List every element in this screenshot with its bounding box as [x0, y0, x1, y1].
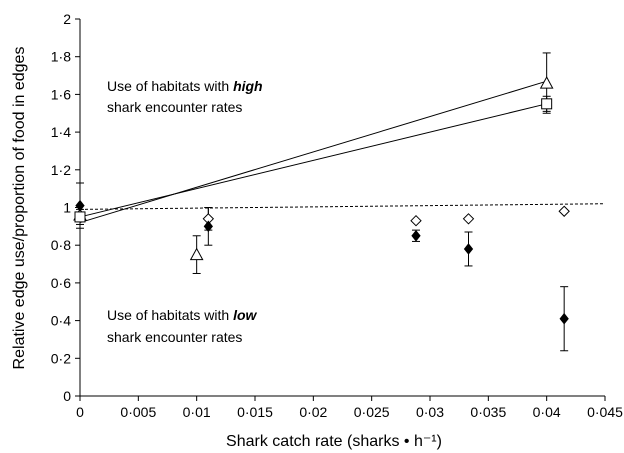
- y-tick-label: 0·6: [51, 275, 71, 291]
- data-point-diamond-open: [410, 214, 422, 227]
- annotation-high: Use of habitats with high shark encounte…: [107, 78, 263, 115]
- x-tick-label: 0·015: [237, 404, 273, 420]
- data-point-diamond-filled: [203, 220, 213, 233]
- fit-lines: [79, 80, 606, 224]
- y-tick-label: 1·4: [51, 124, 71, 140]
- x-tick-label: 0·03: [416, 404, 444, 420]
- y-tick-label: 0·4: [51, 313, 71, 329]
- y-tick-label: 0·8: [51, 237, 71, 253]
- y-tick-label: 1·2: [51, 162, 71, 178]
- annotation-high-line2: shark encounter rates: [107, 99, 242, 115]
- data-point-diamond-filled: [75, 199, 85, 212]
- x-ticks: 0 0·005 0·01 0·015 0·02 0·025 0·03 0·035 0·04 0·0…: [76, 396, 623, 420]
- data-point-triangle-open: [539, 76, 554, 89]
- y-tick-label: 1·6: [51, 86, 71, 102]
- y-ticks: 0 0·2 0·4 0·6 0·8 1 1·2 1·4 1·6 1·8 2: [51, 11, 80, 404]
- y-axis-title: Relative edge use/proportion of food in …: [11, 47, 28, 370]
- annotation-high-line1: Use of habitats with high: [107, 78, 263, 94]
- data-point-diamond-filled: [559, 312, 569, 325]
- x-tick-label: 0·035: [470, 404, 506, 420]
- x-tick-label: 0·02: [299, 404, 327, 420]
- x-tick-label: 0·025: [354, 404, 390, 420]
- y-tick-label: 0: [63, 388, 71, 404]
- x-axis-title: Shark catch rate (sharks • h⁻¹): [226, 433, 442, 450]
- annotation-low-line2: shark encounter rates: [107, 329, 242, 345]
- data-point-diamond-filled: [411, 229, 421, 242]
- y-tick-label: 1·8: [51, 49, 71, 65]
- x-tick-label: 0·045: [587, 404, 623, 420]
- y-tick-label: 0·2: [51, 350, 71, 366]
- x-tick-label: 0·005: [120, 404, 156, 420]
- data-point-diamond-open: [558, 205, 570, 217]
- x-tick-label: 0: [76, 404, 84, 420]
- data-point-triangle-open: [189, 247, 204, 261]
- y-tick-label: 2: [63, 11, 71, 27]
- data-point-diamond-filled: [463, 243, 474, 255]
- annotation-low: Use of habitats with low shark encounter…: [107, 307, 258, 345]
- data-point-square-open: [74, 211, 86, 223]
- x-tick-label: 0·04: [533, 404, 561, 420]
- data-point-square-open: [541, 98, 553, 110]
- fit-line-series-2: [79, 203, 606, 210]
- fit-line-series-0: [79, 80, 547, 224]
- annotation-low-line1: Use of habitats with low: [107, 307, 258, 323]
- fit-line-series-1: [79, 103, 547, 218]
- markers: [73, 76, 570, 325]
- x-tick-label: 0·01: [183, 404, 211, 420]
- data-point-diamond-open: [462, 213, 475, 225]
- y-tick-label: 1: [63, 200, 71, 216]
